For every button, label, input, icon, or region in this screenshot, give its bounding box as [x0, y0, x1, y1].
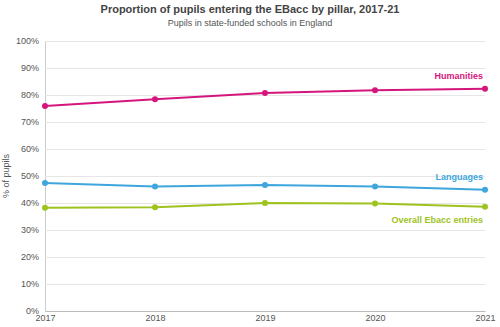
series-point [372, 87, 378, 93]
x-tick-label: 2017 [35, 313, 55, 323]
series-label: Overall Ebacc entries [391, 215, 483, 225]
y-tick-label: 50% [21, 171, 39, 181]
series-point [372, 201, 378, 207]
series-point [42, 180, 48, 186]
x-tick: 2017 [35, 311, 55, 323]
series-label: Humanities [434, 71, 483, 81]
series-point [152, 204, 158, 210]
y-tick-label: 30% [21, 225, 39, 235]
y-tick: 60% [21, 144, 485, 154]
y-tick: 50% [21, 171, 485, 181]
grid-line [45, 68, 485, 69]
y-tick-label: 70% [21, 117, 39, 127]
x-tick-label: 2019 [255, 313, 275, 323]
x-tick: 2018 [145, 311, 165, 323]
series-point [372, 184, 378, 190]
series-labels: Humanities Languages Overall Ebacc entries [391, 71, 483, 225]
y-axis: 0%10%20%30%40%50%60%70%80%90%100% [16, 36, 485, 316]
y-tick: 10% [21, 279, 485, 289]
y-axis-title: % of pupils [1, 153, 11, 198]
x-axis: 2017 2018 2019 2020 2021 [35, 311, 495, 323]
x-tick-label: 2021 [475, 313, 495, 323]
x-tick: 2021 [475, 311, 495, 323]
y-tick-label: 10% [21, 279, 39, 289]
series-label: Languages [435, 172, 483, 182]
chart: Proportion of pupils entering the EBacc … [0, 0, 500, 327]
series-point [42, 205, 48, 211]
x-tick-label: 2018 [145, 313, 165, 323]
x-axis-line [46, 311, 486, 312]
y-tick: 70% [21, 117, 485, 127]
grid-line [45, 311, 485, 312]
series-point [262, 90, 268, 96]
grid-line [45, 149, 485, 150]
y-axis-line [46, 42, 486, 312]
y-tick-label: 100% [16, 36, 39, 46]
grid-line [45, 176, 485, 177]
y-tick: 30% [21, 225, 485, 235]
x-tick-label: 2020 [365, 313, 385, 323]
y-tick: 80% [21, 90, 485, 100]
grid-line [45, 41, 485, 42]
plot: 0%10%20%30%40%50%60%70%80%90%100%2017201… [16, 36, 496, 323]
series-point [482, 86, 488, 92]
series-point [482, 187, 488, 193]
series-point [262, 182, 268, 188]
y-tick: 40% [21, 198, 485, 208]
series-point [262, 200, 268, 206]
y-tick: 90% [21, 63, 485, 73]
series-point [152, 96, 158, 102]
series-point [482, 204, 488, 210]
x-tick: 2020 [365, 311, 385, 323]
series-point [42, 103, 48, 109]
series-line [45, 89, 485, 106]
subtitle: Pupils in state-funded schools in Englan… [168, 18, 333, 28]
series-group [42, 86, 488, 211]
y-tick: 20% [21, 252, 485, 262]
grid-line [45, 122, 485, 123]
grid-line [45, 230, 485, 231]
x-tick: 2019 [255, 311, 275, 323]
title: Proportion of pupils entering the EBacc … [101, 3, 400, 15]
y-tick: 100% [16, 36, 485, 46]
grid-line [45, 257, 485, 258]
y-tick-label: 20% [21, 252, 39, 262]
grid-line [45, 284, 485, 285]
y-tick-label: 90% [21, 63, 39, 73]
y-tick-label: 40% [21, 198, 39, 208]
y-tick-label: 60% [21, 144, 39, 154]
series-point [152, 184, 158, 190]
y-tick-label: 80% [21, 90, 39, 100]
